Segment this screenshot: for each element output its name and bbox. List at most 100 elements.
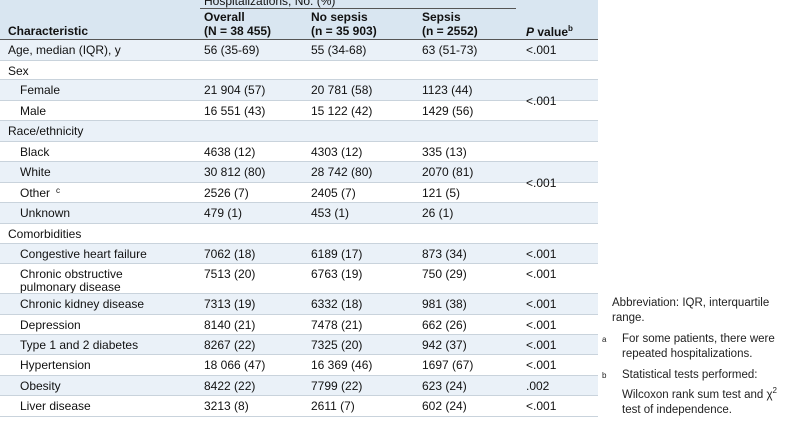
header-overall-title: Overall [204,10,245,24]
cell-sepsis: 750 (29) [422,267,467,281]
cell-overall: 7513 (20) [204,267,256,281]
cell-nosepsis: 28 742 (80) [311,165,373,179]
table-row: Chronic obstructive pulmonary disease 7513… [0,264,598,294]
cell-overall: 16 551 (43) [204,104,266,118]
cell-overall: 8140 (21) [204,318,256,332]
table-row: Liver disease 3213 (8) 2611 (7) 602 (24) <.0… [0,396,598,417]
table-row: Sex [0,61,598,80]
cell-nosepsis: 2405 (7) [311,186,356,200]
cell-sepsis: 981 (38) [422,297,467,311]
cell-overall: 30 812 (80) [204,165,266,179]
cell-overall: 7062 (18) [204,247,256,261]
cell-overall: 8422 (22) [204,379,256,393]
row-label: Type 1 and 2 diabetes [20,338,139,352]
row-label: Female [20,83,61,97]
row-label: Chronic obstructive [20,267,123,281]
row-label: Obesity [20,379,61,393]
cell-sepsis: 1123 (44) [422,83,473,97]
cell-p-value: <.001 [526,297,557,311]
header-characteristic: Characteristic [8,24,89,38]
cell-nosepsis: 55 (34-68) [311,43,367,57]
row-label: Congestive heart failure [20,247,147,261]
table-row: Hypertension 18 066 (47) 16 369 (46) 1697 (… [0,355,598,376]
table-row: Congestive heart failure 7062 (18) 6189 (1… [0,244,598,264]
cell-nosepsis: 20 781 (58) [311,83,373,97]
table-row: White 30 812 (80) 28 742 (80) 2070 (81) [0,162,598,183]
row-label: Male [20,104,47,118]
cell-overall: 8267 (22) [204,338,256,352]
p-value-sex: <.001 [526,94,557,108]
cell-nosepsis: 7478 (21) [311,318,363,332]
cell-overall: 21 904 (57) [204,83,266,97]
row-label-footnote: c [56,186,60,195]
table-row: Type 1 and 2 diabetes 8267 (22) 7325 (20) 9… [0,335,598,355]
cell-p-value: <.001 [526,318,557,332]
row-label: Age, median (IQR), y [8,43,121,57]
row-label: Race/ethnicity [8,124,84,138]
table-row: Chronic kidney disease 7313 (19) 6332 (18)… [0,294,598,315]
header-p-value: P valueb [526,24,573,39]
cell-nosepsis: 7325 (20) [311,338,363,352]
row-label: White [20,165,51,179]
header-overall-n: (N = 38 455) [204,24,272,38]
cell-overall: 479 (1) [204,206,243,220]
cell-p-value: <.001 [526,43,557,57]
cell-overall: 18 066 (47) [204,358,266,372]
table-row: Other c 2526 (7) 2405 (7) 121 (5) [0,183,598,203]
cell-nosepsis: 2611 (7) [311,399,355,413]
note-abbreviation: Abbreviation: IQR, interquartile range. [612,297,770,324]
header-nosepsis-title: No sepsis [311,10,368,24]
cell-p-value: <.001 [526,358,557,372]
cell-p-value: .002 [526,379,550,393]
row-label: Hypertension [20,358,91,372]
cell-overall: 56 (35-69) [204,43,260,57]
cell-overall: 3213 (8) [204,399,249,413]
row-label: Unknown [20,206,71,220]
row-label: Black [20,145,50,159]
header-sepsis-title: Sepsis [422,10,461,24]
cell-sepsis: 26 (1) [422,206,454,220]
table-row: Unknown 479 (1) 453 (1) 26 (1) [0,203,598,224]
cell-sepsis: 1697 (67) [422,358,474,372]
cell-nosepsis: 6189 (17) [311,247,363,261]
cell-sepsis: 942 (37) [422,338,467,352]
cell-sepsis: 602 (24) [422,399,467,413]
cell-p-value: <.001 [526,338,557,352]
table-row: Race/ethnicity [0,121,598,142]
row-label: Depression [20,318,81,332]
cell-nosepsis: 453 (1) [311,206,350,220]
cell-nosepsis: 16 369 (46) [311,358,373,372]
table-row: Male 16 551 (43) 15 122 (42) 1429 (56) [0,101,598,121]
row-label: Chronic kidney disease [20,297,145,311]
cell-sepsis: 63 (51-73) [422,43,478,57]
table-row: Comorbidities [0,224,598,244]
header-nosepsis-n: (n = 35 903) [311,24,377,38]
table-header: Hospitalizations, No. (%) Characteristic… [0,0,598,40]
cell-sepsis: 335 (13) [422,145,467,159]
group-rule [200,8,516,9]
table-row: Obesity 8422 (22) 7799 (22) 623 (24) .002 [0,376,598,396]
table-row: Female 21 904 (57) 20 781 (58) 1123 (44) [0,80,598,101]
row-label: Comorbidities [8,227,82,241]
note-b: b Statistical tests performed: Wilcoxon r… [602,369,777,416]
p-value-race: <.001 [526,176,557,190]
cell-overall: 2526 (7) [204,186,249,200]
cell-sepsis: 662 (26) [422,318,467,332]
row-label: Liver disease [20,399,91,413]
cell-sepsis: 873 (34) [422,247,467,261]
cell-nosepsis: 4303 (12) [311,145,363,159]
row-label: Other [20,186,51,200]
note-a: a For some patients, there were repeated … [602,333,775,360]
cell-p-value: <.001 [526,247,557,261]
cell-p-value: <.001 [526,267,557,281]
cell-nosepsis: 6763 (19) [311,267,363,281]
table-row: Depression 8140 (21) 7478 (21) 662 (26) <.00… [0,315,598,335]
group-label: Hospitalizations, No. (%) [204,0,336,8]
cell-overall: 4638 (12) [204,145,256,159]
cell-sepsis: 2070 (81) [422,165,474,179]
cell-sepsis: 121 (5) [422,186,461,200]
table-row: Black 4638 (12) 4303 (12) 335 (13) [0,142,598,162]
table-row: Age, median (IQR), y 56 (35-69) 55 (34-68)… [0,40,598,61]
table-notes: Abbreviation: IQR, interquartile range. … [602,296,796,424]
cell-p-value: <.001 [526,399,557,413]
